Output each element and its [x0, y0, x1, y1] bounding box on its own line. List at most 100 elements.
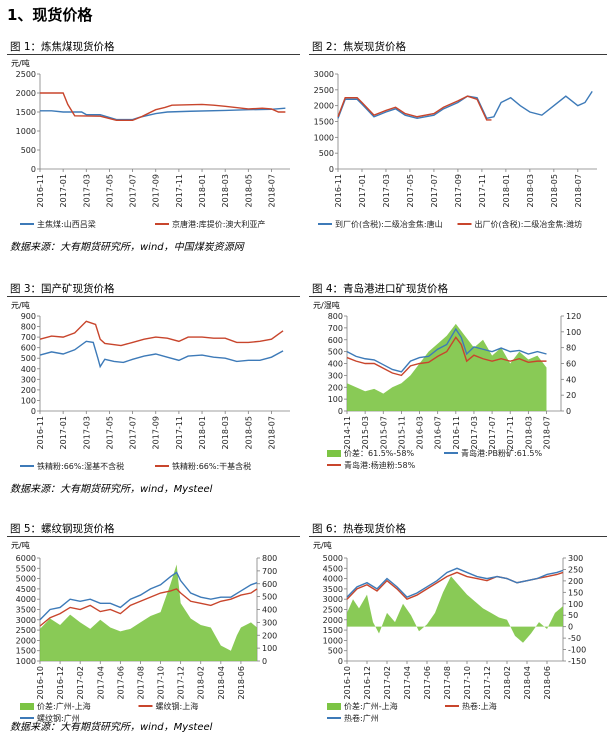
x-tick-label: 2018-01	[198, 174, 207, 207]
y-tick-label: 700	[328, 324, 343, 333]
figure-3-title: 图 3：国产矿现货价格	[10, 283, 115, 295]
legend-label: 热卷:广州	[344, 713, 379, 723]
y-tick-label: 1000	[323, 636, 343, 645]
y-tick-label: 200	[21, 386, 36, 395]
y-tick-label: 1500	[16, 647, 36, 656]
axis-unit-label: 元/吨	[11, 300, 30, 310]
y-tick-label: 1500	[16, 108, 36, 117]
x-tick-label: 2017-01	[59, 416, 68, 449]
x-tick-label: 2018-05	[244, 416, 253, 449]
y2-tick-label: 20	[566, 391, 576, 400]
axis-unit-label: 元/吨	[313, 540, 332, 550]
figure-1-title: 图 1：炼焦煤现货价格	[10, 41, 115, 53]
x-tick-label: 2017-01	[358, 174, 367, 207]
y-tick-label: 3500	[323, 585, 343, 594]
x-tick-label: 2017-11	[506, 416, 515, 449]
x-tick-label: 2016-12	[56, 666, 65, 699]
x-tick-label: 2018-07	[267, 174, 276, 207]
x-tick-label: 2017-11	[478, 174, 487, 207]
y-tick-label: 300	[21, 375, 36, 384]
y2-tick-label: 400	[262, 606, 277, 615]
y-tick-label: 3500	[16, 606, 36, 615]
x-tick-label: 2017-02	[76, 666, 85, 699]
x-tick-label: 2018-02	[197, 666, 206, 699]
y-tick-label: 2000	[314, 102, 334, 111]
series-2-line	[346, 336, 547, 377]
y-tick-label: 1500	[323, 626, 343, 635]
legend-label: 到厂价(含税):二级冶金焦:唐山	[335, 219, 443, 229]
legend-swatch	[20, 703, 34, 710]
x-tick-label: 2017-03	[470, 416, 479, 449]
x-tick-label: 2017-07	[129, 174, 138, 207]
x-tick-label: 2017-07	[129, 416, 138, 449]
figure-6-title: 图 6：热卷现货价格	[312, 523, 407, 535]
y2-tick-label: 50	[568, 611, 578, 620]
y2-tick-label: -150	[568, 657, 586, 666]
x-tick-label: 2018-06	[237, 666, 246, 699]
y-tick-label: 0	[338, 657, 343, 666]
y-tick-label: 500	[319, 149, 334, 158]
chart-qingdao-ore: 元/湿吨 0 100 200 300 400 500 600 700 800 0 20 40 60 80 10…	[313, 300, 581, 470]
y2-tick-label: 250	[568, 565, 583, 574]
axis-unit-label: 元/吨	[11, 58, 30, 68]
y-tick-label: 5000	[323, 554, 343, 563]
y2-tick-label: 0	[566, 407, 571, 416]
y2-tick-label: -50	[568, 634, 581, 643]
chart-hot-coil: 元/吨0500100015002000250030003500400045005…	[313, 540, 586, 723]
y2-tick-label: 200	[568, 577, 583, 586]
x-tick-label: 2014-11	[343, 416, 352, 449]
legend-label: 京唐港:库提价:澳大利亚产	[172, 219, 265, 229]
y-tick-label: 2500	[16, 626, 36, 635]
x-tick-label: 2018-01	[502, 174, 511, 207]
series-0-area	[40, 564, 257, 661]
x-tick-label: 2018-04	[217, 666, 226, 699]
x-tick-label: 2017-07	[430, 174, 439, 207]
y-tick-label: 6000	[16, 554, 36, 563]
legend-label: 螺纹钢:上海	[156, 701, 199, 711]
x-tick-label: 2017-03	[82, 174, 91, 207]
x-tick-label: 2017-08	[136, 666, 145, 699]
chart-coke: 0 500 1000 1500 2000 2500 3000 2016-11 2017-01 20…	[314, 70, 597, 229]
legend-swatch	[327, 450, 341, 457]
y-tick-label: 100	[21, 396, 36, 405]
x-tick-label: 2017-03	[82, 416, 91, 449]
y-tick-label: 2000	[323, 616, 343, 625]
x-tick-label: 2017-06	[423, 666, 432, 699]
legend-label: 铁精粉:66%:干基含税	[172, 461, 251, 471]
series-1-line	[40, 92, 286, 122]
figure-3-rule	[7, 296, 300, 297]
x-tick-label: 2017-07	[488, 416, 497, 449]
x-tick-label: 2017-01	[59, 174, 68, 207]
x-tick-label: 2016-11	[36, 416, 45, 449]
y-tick-label: 1000	[16, 657, 36, 666]
x-tick-label: 2016-11	[334, 174, 343, 207]
x-tick-label: 2017-09	[454, 174, 463, 207]
y-tick-label: 4500	[323, 564, 343, 573]
y-tick-label: 0	[338, 407, 343, 416]
y-tick-label: 3000	[16, 616, 36, 625]
x-tick-label: 2017-02	[383, 666, 392, 699]
x-tick-label: 2017-06	[116, 666, 125, 699]
series-1-line	[346, 327, 547, 373]
x-tick-label: 2015-07	[379, 416, 388, 449]
legend-label: 主焦煤:山西吕梁	[37, 219, 96, 229]
y-tick-label: 2000	[16, 89, 36, 98]
series-2-line	[39, 571, 258, 621]
y2-tick-label: 150	[568, 588, 583, 597]
source-note-3: 数据来源：大有期货研究所，wind，Mysteel	[10, 722, 213, 733]
y2-tick-label: 120	[566, 312, 581, 321]
y-tick-label: 400	[328, 360, 343, 369]
y2-tick-label: 800	[262, 554, 277, 563]
y2-tick-label: 500	[262, 593, 277, 602]
x-tick-label: 2018-07	[542, 416, 551, 449]
y-tick-label: 500	[328, 348, 343, 357]
y-tick-label: 500	[21, 354, 36, 363]
y-tick-label: 800	[21, 323, 36, 332]
y-tick-label: 0	[329, 165, 334, 174]
y-tick-label: 500	[328, 647, 343, 656]
legend-label: 出厂价(含税):二级冶金焦:潍坊	[475, 219, 583, 229]
axis-unit-label: 元/湿吨	[313, 300, 340, 310]
y-tick-label: 4000	[323, 575, 343, 584]
legend-label: 价差:广州-上海	[37, 701, 91, 711]
y2-tick-label: 80	[566, 344, 576, 353]
